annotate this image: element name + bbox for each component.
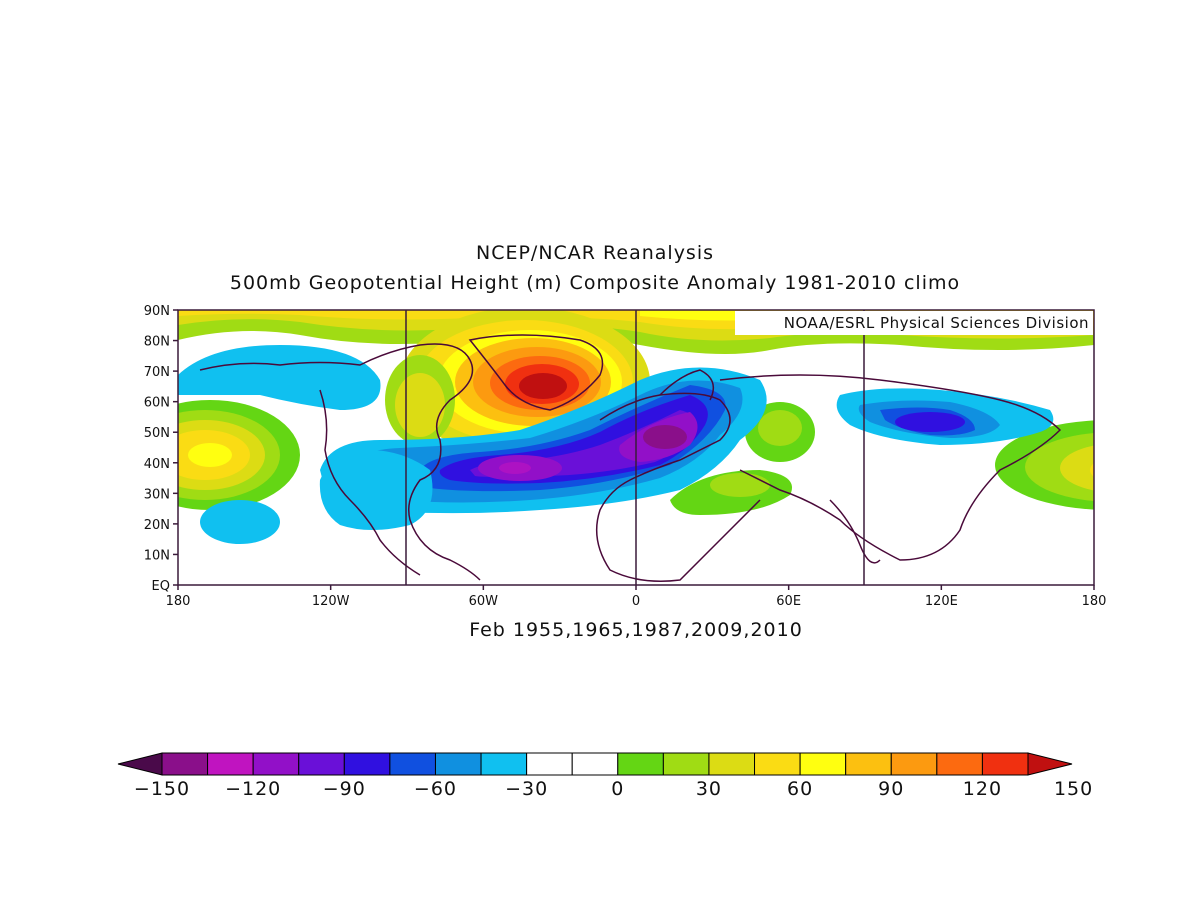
colorbar-label: 0 <box>611 778 624 800</box>
colorbar-swatch <box>617 752 664 776</box>
lat-label: 80N <box>144 335 170 350</box>
reference-meridians <box>405 310 865 585</box>
colorbar-label: 120 <box>963 778 1002 800</box>
lon-label: 60E <box>776 594 801 609</box>
colorbar-label: 90 <box>878 778 904 800</box>
lat-label: EQ <box>152 579 170 594</box>
colorbar-swatch <box>708 752 756 776</box>
colorbar-label: −60 <box>414 778 457 800</box>
colorbar-swatch <box>936 752 983 776</box>
lon-label: 180 <box>166 594 191 609</box>
colorbar-swatch <box>890 752 938 776</box>
lon-label: 120E <box>925 594 958 609</box>
colorbar-swatch <box>343 752 391 776</box>
credit-box <box>735 311 1093 335</box>
colorbar-label: −90 <box>323 778 366 800</box>
lat-label: 10N <box>144 548 170 563</box>
colorbar-swatch <box>389 752 436 776</box>
lat-label: 30N <box>144 487 170 502</box>
colorbar-label: 30 <box>696 778 722 800</box>
colorbar-swatch <box>571 752 619 776</box>
composite-years: Feb 1955,1965,1987,2009,2010 <box>469 619 803 641</box>
colorbar-swatch <box>981 752 1029 776</box>
lat-label: 70N <box>144 365 170 380</box>
colorbar-swatch <box>161 752 209 776</box>
colorbar-low-extend <box>117 752 163 776</box>
colorbar-swatch <box>207 752 254 776</box>
credit-text: NOAA/ESRL Physical Sciences Division <box>784 314 1089 332</box>
colorbar-label: 60 <box>787 778 813 800</box>
chart-subtitle-variable: 500mb Geopotential Height (m) Composite … <box>229 272 961 294</box>
longitude-axis: 180 120W 60W 0 60E 120E 180 <box>166 585 1107 609</box>
colorbar-swatch <box>845 752 892 776</box>
colorbar-swatch <box>754 752 801 776</box>
colorbar-high-extend <box>1027 752 1073 776</box>
colorbar-swatch <box>799 752 847 776</box>
lon-label: 60W <box>469 594 499 609</box>
lat-label: 40N <box>144 457 170 472</box>
colorbar-swatch <box>526 752 573 776</box>
colorbar-label: −120 <box>225 778 281 800</box>
colorbar-label: −150 <box>134 778 190 800</box>
lat-label: 60N <box>144 396 170 411</box>
colorbar-swatch <box>480 752 528 776</box>
colorbar-swatch <box>298 752 345 776</box>
lon-label: 0 <box>632 594 640 609</box>
colorbar-label: −30 <box>505 778 548 800</box>
chart-title: NCEP/NCAR Reanalysis <box>475 242 715 264</box>
latitude-axis: 90N 80N 70N 60N 50N 40N 30N 20N 10N EQ <box>144 304 178 594</box>
colorbar-swatch <box>252 752 300 776</box>
lat-label: 90N <box>144 304 170 319</box>
colorbar-swatch <box>434 752 482 776</box>
lat-label: 20N <box>144 518 170 533</box>
colorbar-label: 150 <box>1054 778 1093 800</box>
lon-label: 180 <box>1082 594 1107 609</box>
lat-label: 50N <box>144 426 170 441</box>
colorbar-swatch <box>662 752 710 776</box>
lon-label: 120W <box>312 594 350 609</box>
coastlines <box>199 334 1062 582</box>
